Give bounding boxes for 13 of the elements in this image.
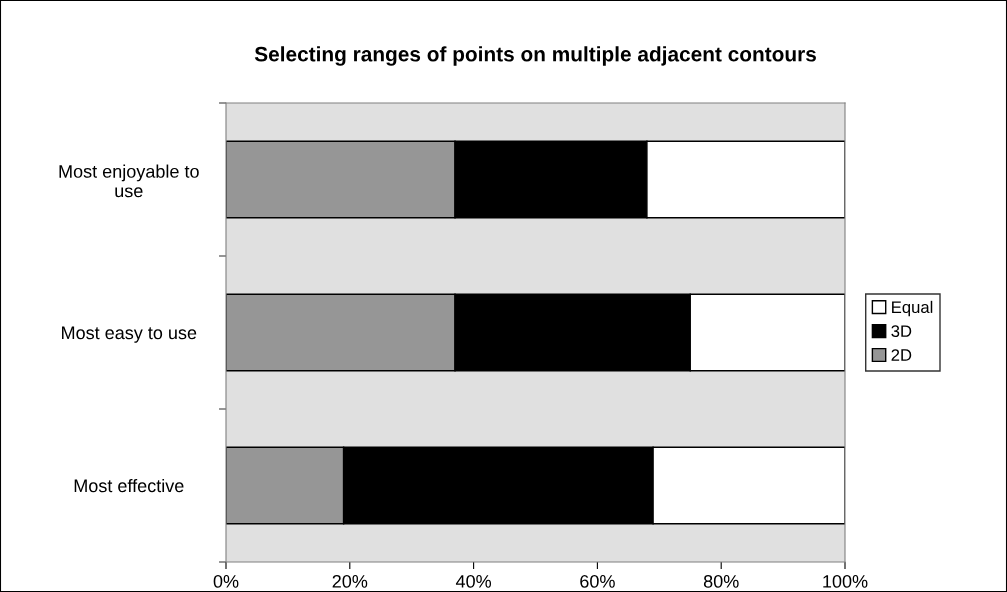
y-tick-label: Most enjoyable to use <box>59 164 199 198</box>
legend-label: 2D <box>891 349 912 361</box>
y-tick-label: Most easy to use <box>62 326 197 343</box>
x-tick-label: 0% <box>213 574 239 588</box>
x-tick-label: 20% <box>332 574 368 588</box>
y-tick-label: Most effective <box>74 478 184 493</box>
x-tick-label: 60% <box>580 574 615 588</box>
chart-title: Selecting ranges of points on multiple adjacent contours <box>254 46 816 66</box>
legend-label: 3D <box>891 325 912 338</box>
x-tick-label: 100% <box>823 574 868 588</box>
x-tick-label: 40% <box>455 574 492 588</box>
x-tick-label: 80% <box>703 574 739 588</box>
legend-label: Equal <box>892 300 933 317</box>
